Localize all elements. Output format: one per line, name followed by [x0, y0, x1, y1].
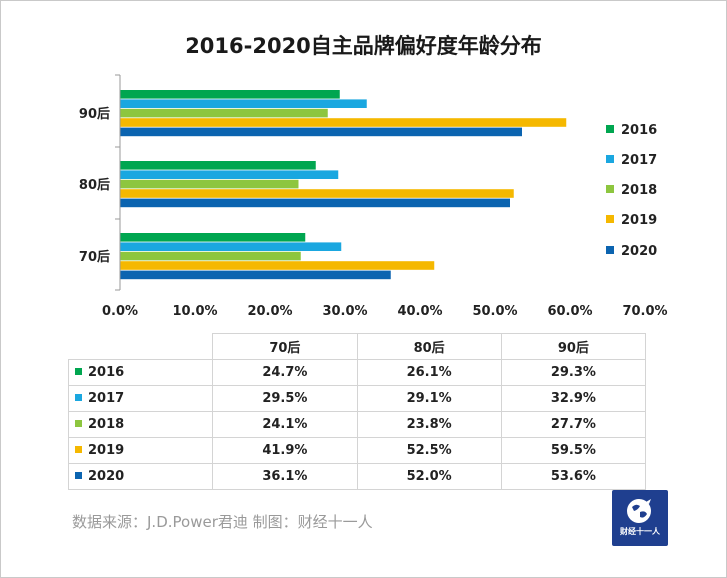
table-cell: 24.1%: [212, 411, 358, 438]
table-cell: 27.7%: [500, 411, 647, 438]
x-tick-label: 70.0%: [622, 304, 667, 319]
table-row: 2020 36.1% 52.0% 53.6%: [67, 463, 647, 490]
table-cell: 29.5%: [212, 385, 358, 412]
logo: 财经十一人: [612, 490, 668, 546]
y-tick-label: 90后: [79, 106, 110, 122]
table-cell: 53.6%: [500, 463, 647, 490]
bar-2017-1: [120, 170, 339, 179]
table-row: 2017 29.5% 29.1% 32.9%: [67, 385, 647, 412]
legend-label: 2018: [621, 183, 657, 198]
table-row-year: 2018: [88, 417, 125, 432]
legend-label: 2019: [621, 213, 657, 228]
table-row-label: 2017: [67, 385, 214, 412]
table-row-year: 2019: [88, 443, 125, 458]
logo-text: 财经十一人: [620, 527, 660, 536]
table-legend-swatch: [75, 472, 82, 479]
legend-label: 2016: [621, 123, 657, 138]
x-tick-label: 10.0%: [172, 304, 217, 319]
legend-swatch-2016: [606, 125, 614, 133]
y-tick-label: 70后: [79, 249, 110, 265]
bar-2020-1: [120, 198, 510, 208]
bar-2020-2: [120, 127, 522, 137]
table-row: 2018 24.1% 23.8% 27.7%: [67, 411, 647, 438]
table-header: 90后: [500, 333, 647, 360]
table-cell: 36.1%: [212, 463, 358, 490]
x-tick-label: 30.0%: [322, 304, 367, 319]
legend-swatch-2017: [606, 155, 614, 163]
table-cell: 29.1%: [356, 385, 502, 412]
table-cell: 41.9%: [212, 437, 358, 464]
table-header: 80后: [356, 333, 502, 360]
table-cell: 29.3%: [500, 359, 647, 386]
data-table: 70后 80后 90后 2016 24.7% 26.1% 29.3% 2017 29.5%…: [67, 333, 647, 490]
table-legend-swatch: [75, 368, 82, 375]
bar-2019-1: [120, 189, 514, 198]
table-cell: 24.7%: [212, 359, 358, 386]
table-row-label: 2018: [67, 411, 214, 438]
bar-2018-1: [120, 179, 299, 189]
x-tick-label: 50.0%: [472, 304, 517, 319]
table-row-year: 2016: [88, 365, 125, 380]
bar-2020-0: [120, 270, 391, 280]
legend-label: 2020: [621, 244, 657, 259]
bar-2018-0: [120, 251, 301, 261]
table-row-label: 2019: [67, 437, 214, 464]
x-tick-label: 60.0%: [547, 304, 592, 319]
x-tick-label: 40.0%: [397, 304, 442, 319]
table-row: 2016 24.7% 26.1% 29.3%: [67, 359, 647, 386]
table-row: 2019 41.9% 52.5% 59.5%: [67, 437, 647, 464]
table-legend-swatch: [75, 420, 82, 427]
bar-2019-2: [120, 118, 567, 127]
legend-swatch-2020: [606, 246, 614, 254]
source-text: 数据来源：J.D.Power君迪 制图：财经十一人: [72, 513, 373, 531]
table-legend-swatch: [75, 446, 82, 453]
chart-title: 2016-2020自主品牌偏好度年龄分布: [185, 34, 542, 58]
bar-2016-0: [120, 233, 306, 242]
table-cell: 52.0%: [356, 463, 502, 490]
table-corner: [68, 333, 214, 360]
x-tick-label: 0.0%: [102, 304, 138, 319]
table-row-label: 2020: [67, 463, 214, 490]
bar-2017-0: [120, 242, 342, 251]
table-cell: 59.5%: [500, 437, 647, 464]
legend-swatch-2018: [606, 185, 614, 193]
legend-label: 2017: [621, 153, 657, 168]
bar-2018-2: [120, 108, 328, 118]
legend-swatch-2019: [606, 215, 614, 223]
bar-2016-2: [120, 90, 340, 99]
y-tick-label: 80后: [79, 177, 110, 193]
table-cell: 23.8%: [356, 411, 502, 438]
table-legend-swatch: [75, 394, 82, 401]
bar-2016-1: [120, 161, 316, 170]
bar-2017-2: [120, 99, 367, 108]
table-row-year: 2017: [88, 391, 125, 406]
table-row-label: 2016: [67, 359, 214, 386]
table-cell: 32.9%: [500, 385, 647, 412]
table-row-year: 2020: [88, 469, 125, 484]
table-header: 70后: [212, 333, 358, 360]
table-cell: 52.5%: [356, 437, 502, 464]
table-cell: 26.1%: [356, 359, 502, 386]
bar-chart: 70后 80后 90后 0.0% 10.0% 20.0% 30.0% 40.0% 50.0% 60…: [79, 74, 668, 319]
bar-2019-0: [120, 261, 435, 270]
globe-icon: [627, 499, 651, 523]
x-tick-label: 20.0%: [247, 304, 292, 319]
table-header-row: 70后 80后 90后: [68, 333, 647, 360]
